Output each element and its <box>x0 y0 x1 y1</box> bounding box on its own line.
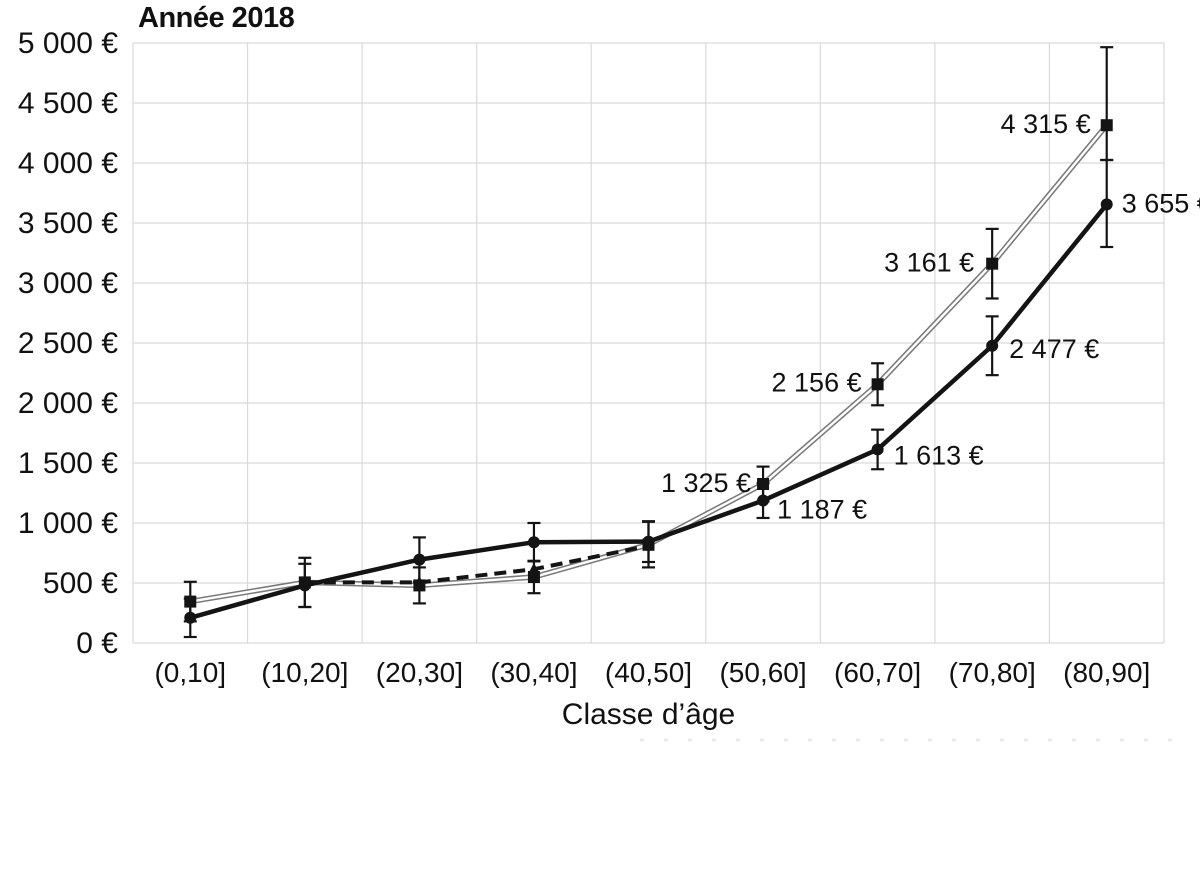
y-tick-label: 1 500 € <box>18 447 118 480</box>
data-point-label: 4 315 € <box>1001 109 1091 139</box>
x-tick-label: (60,70] <box>834 657 921 688</box>
data-point-label: 1 187 € <box>777 495 867 525</box>
circle-marker <box>1100 198 1113 211</box>
x-tick-label: (80,90] <box>1063 657 1150 688</box>
data-point-label: 1 325 € <box>661 468 751 498</box>
circle-marker <box>986 339 999 352</box>
y-tick-label: 2 000 € <box>18 387 118 420</box>
x-tick-label: (20,30] <box>376 657 463 688</box>
y-tick-label: 3 500 € <box>18 207 118 240</box>
circle-marker <box>642 535 655 548</box>
plot-area: 0 € 500 € 1 000 € 1 500 € 2 000 € 2 500 € 3 00… <box>18 27 1200 742</box>
square-marker <box>527 571 540 583</box>
x-tick-label: (0,10] <box>154 657 226 688</box>
y-tick-label: 4 500 € <box>18 87 118 120</box>
y-tick-label: 3 000 € <box>18 267 118 300</box>
square-marker <box>986 257 999 270</box>
square-marker <box>871 378 884 391</box>
y-tick-label: 2 500 € <box>18 327 118 360</box>
circle-marker <box>527 536 540 549</box>
square-marker <box>184 595 197 608</box>
data-point-label: 2 477 € <box>1009 334 1099 364</box>
circle-marker <box>757 494 770 507</box>
circle-marker <box>298 579 311 592</box>
x-axis-title: Classe d’âge <box>562 698 735 731</box>
x-tick-label: (50,60] <box>719 657 806 688</box>
legend: Hommes Femmes Femmes (hors dépenses liée… <box>0 782 1200 878</box>
chart-title: Année 2018 <box>138 2 295 34</box>
square-marker <box>1100 119 1113 132</box>
data-point-label: 3 161 € <box>884 248 974 278</box>
data-point-label: 3 655 € <box>1122 188 1200 218</box>
circle-marker <box>184 611 197 624</box>
x-tick-label: (30,40] <box>490 657 577 688</box>
y-tick-label: 4 000 € <box>18 147 118 180</box>
y-tick-label: 1 000 € <box>18 507 118 540</box>
x-tick-label: (10,20] <box>261 657 348 688</box>
data-point-label: 2 156 € <box>772 367 862 397</box>
circle-marker <box>871 443 884 456</box>
data-point-label: 1 613 € <box>894 440 984 470</box>
circle-marker <box>413 553 426 566</box>
y-tick-label: 500 € <box>43 567 118 600</box>
y-tick-label: 0 € <box>76 627 118 660</box>
y-tick-label: 5 000 € <box>18 27 118 60</box>
x-tick-label: (40,50] <box>605 657 692 688</box>
x-tick-label: (70,80] <box>949 657 1036 688</box>
square-marker <box>413 579 426 592</box>
square-marker <box>757 478 770 490</box>
line-femmes-hors <box>304 543 649 585</box>
